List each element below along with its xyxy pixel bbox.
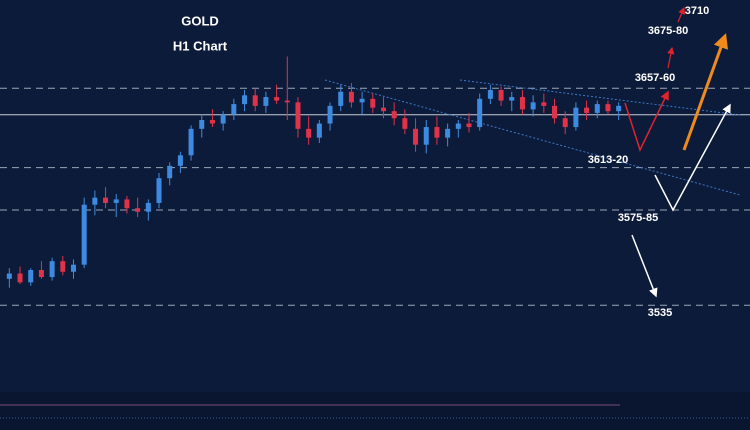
candle-body bbox=[552, 105, 558, 119]
candle-body bbox=[231, 104, 237, 115]
candles bbox=[6, 56, 622, 288]
candle-body bbox=[338, 91, 344, 106]
candle-body bbox=[167, 165, 173, 179]
candle-body bbox=[252, 95, 258, 106]
chart-subtitle: H1 Chart bbox=[173, 38, 228, 53]
scenario-arrow bbox=[624, 90, 669, 153]
level-label: 3657-60 bbox=[635, 72, 675, 84]
scenario-arrow bbox=[654, 103, 731, 212]
candle-body bbox=[562, 118, 568, 128]
candle-body bbox=[17, 273, 23, 283]
candle-body bbox=[6, 273, 12, 279]
candle-body bbox=[434, 127, 440, 138]
candle-body bbox=[145, 202, 151, 212]
candle-body bbox=[306, 128, 312, 138]
candle-body bbox=[124, 199, 130, 209]
candle-body bbox=[156, 178, 162, 203]
candle-body bbox=[530, 102, 536, 110]
candle-body bbox=[594, 104, 600, 113]
level-label: 3575-85 bbox=[618, 212, 658, 224]
candle-body bbox=[413, 128, 419, 145]
indicator-panel bbox=[0, 392, 750, 430]
candle-body bbox=[199, 120, 205, 129]
candle-body bbox=[391, 111, 397, 119]
candle-body bbox=[584, 107, 590, 113]
candle-body bbox=[380, 107, 386, 112]
candle-body bbox=[519, 97, 525, 110]
candle-body bbox=[81, 204, 87, 265]
candle-body bbox=[477, 98, 483, 128]
candle-body bbox=[188, 128, 194, 156]
candle-body bbox=[541, 102, 547, 106]
candle-body bbox=[49, 261, 55, 278]
scenario-arrow bbox=[677, 6, 685, 23]
scenario-arrow bbox=[631, 234, 658, 298]
candle-body bbox=[38, 270, 44, 278]
candle-body bbox=[103, 197, 109, 203]
candle-body bbox=[92, 197, 98, 205]
candle-body bbox=[509, 97, 515, 101]
level-label: 3613-20 bbox=[588, 154, 628, 166]
candle-body bbox=[263, 97, 269, 106]
level-label: 3710 bbox=[685, 5, 709, 17]
candle-body bbox=[274, 97, 280, 101]
candle-body bbox=[327, 105, 333, 124]
candle-body bbox=[70, 264, 76, 272]
candle-body bbox=[242, 95, 248, 105]
level-label: 3675-80 bbox=[648, 25, 688, 37]
candle-body bbox=[466, 123, 472, 128]
candle-body bbox=[295, 102, 301, 129]
levels bbox=[0, 87, 750, 306]
candle-body bbox=[177, 155, 183, 166]
candle-body bbox=[209, 120, 215, 124]
candle-body bbox=[284, 100, 290, 103]
candle-body bbox=[135, 208, 141, 212]
chart-title: GOLD bbox=[181, 13, 219, 28]
candle-body bbox=[348, 91, 354, 103]
candle-body bbox=[605, 104, 611, 112]
scenario-arrow bbox=[682, 33, 728, 151]
scenario-arrow bbox=[667, 46, 675, 69]
trendline bbox=[459, 79, 741, 116]
candle-body bbox=[113, 199, 119, 203]
candle-body bbox=[402, 118, 408, 129]
candle-body bbox=[445, 128, 451, 138]
candle-body bbox=[220, 114, 226, 124]
candle-body bbox=[455, 123, 461, 129]
candle-body bbox=[573, 107, 579, 128]
candle-body bbox=[616, 105, 622, 112]
candle-body bbox=[359, 98, 365, 103]
candle-body bbox=[487, 90, 493, 99]
level-label: 3535 bbox=[648, 307, 672, 319]
candle-body bbox=[423, 127, 429, 145]
candle-body bbox=[60, 261, 66, 272]
candle-body bbox=[498, 90, 504, 101]
candle-body bbox=[28, 270, 34, 283]
candle-body bbox=[316, 123, 322, 138]
candle-body bbox=[370, 98, 376, 108]
